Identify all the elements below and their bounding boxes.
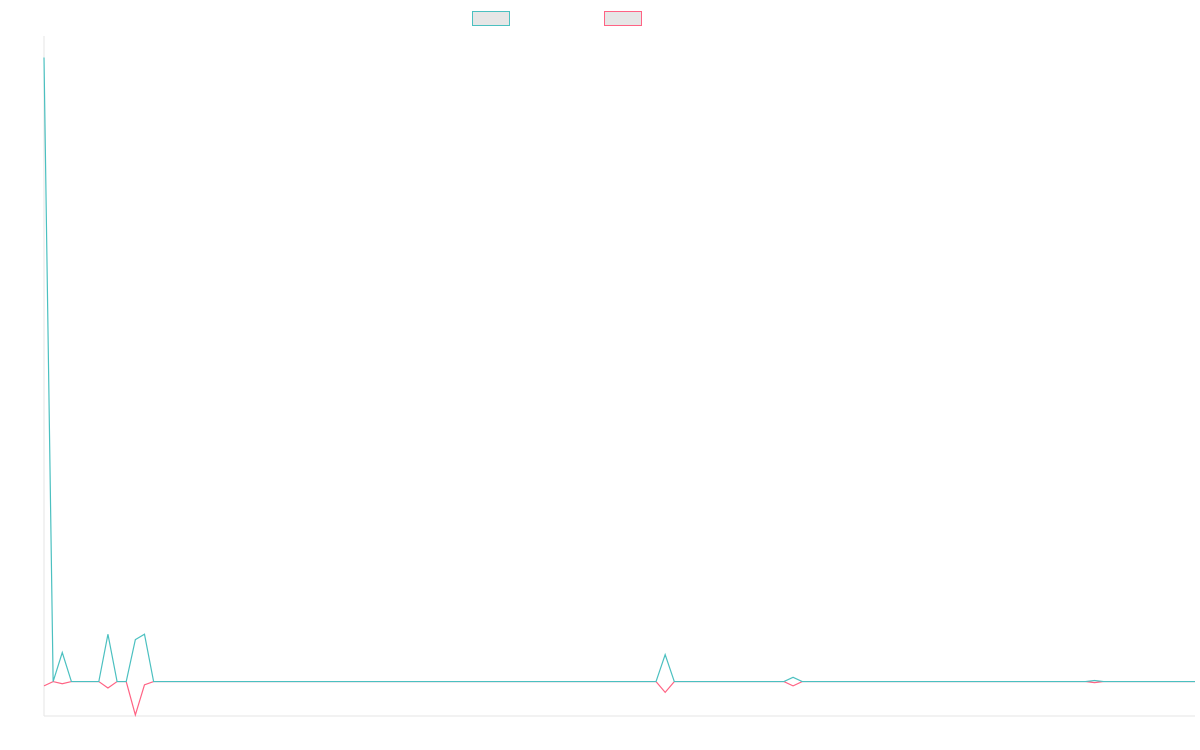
series-layer (43, 57, 1195, 718)
legend-item-series-1[interactable] (472, 9, 516, 27)
series-2 (43, 680, 1195, 718)
series-1-line (43, 57, 1195, 683)
legend-swatch-series-2 (604, 10, 642, 26)
legend-item-series-2[interactable] (604, 9, 648, 27)
chart-axes (43, 36, 1195, 717)
series-2-line (43, 680, 1195, 718)
legend (0, 9, 1200, 27)
legend-swatch-series-1 (472, 10, 510, 26)
series-1 (43, 57, 1195, 683)
